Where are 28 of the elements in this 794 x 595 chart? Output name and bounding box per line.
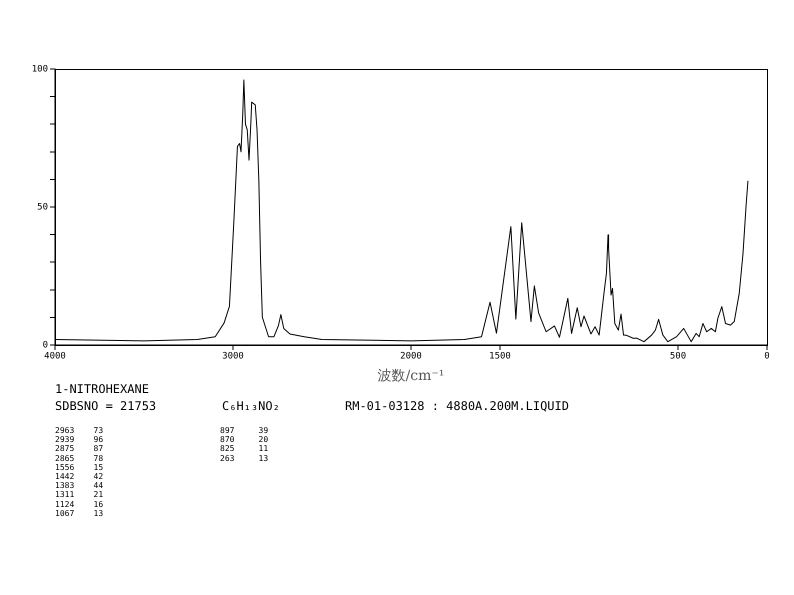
text: 2963 73 <box>55 426 104 435</box>
text: 897 39 <box>220 426 268 435</box>
x-axis-title: 波数/cm⁻¹ <box>378 368 444 384</box>
text: 1383 44 <box>55 481 104 490</box>
text: 1556 15 <box>55 462 104 472</box>
text: 1311 21 <box>55 490 104 500</box>
text: 2939 96 <box>55 435 104 444</box>
text: 1067 13 <box>55 508 104 518</box>
text: 263 13 <box>220 454 268 463</box>
text: 825 11 <box>220 444 268 454</box>
text: C₆H₁₃NO₂ <box>222 399 280 413</box>
y-tick-label: 100 <box>32 64 48 74</box>
text: RM-01-03128 : 4880A.200M.LIQUID <box>345 399 569 413</box>
text: 1124 16 <box>55 500 104 509</box>
text: 2865 78 <box>55 454 104 463</box>
text: 1442 42 <box>55 472 104 481</box>
x-tick-label: 2000 <box>400 352 422 362</box>
text: 870 20 <box>220 435 268 444</box>
x-tick-label: 500 <box>670 352 686 362</box>
x-tick-label: 0 <box>764 352 770 362</box>
x-tick-label: 3000 <box>222 352 244 362</box>
text: 2875 87 <box>55 444 104 454</box>
x-tick-label: 1500 <box>489 352 511 362</box>
text: 1-NITROHEXANE <box>55 382 149 396</box>
x-tick-label: 4000 <box>44 352 66 362</box>
y-tick-label: 0 <box>42 340 48 350</box>
text: SDBSNO = 21753 <box>55 399 156 413</box>
y-tick-label: 50 <box>37 202 48 212</box>
